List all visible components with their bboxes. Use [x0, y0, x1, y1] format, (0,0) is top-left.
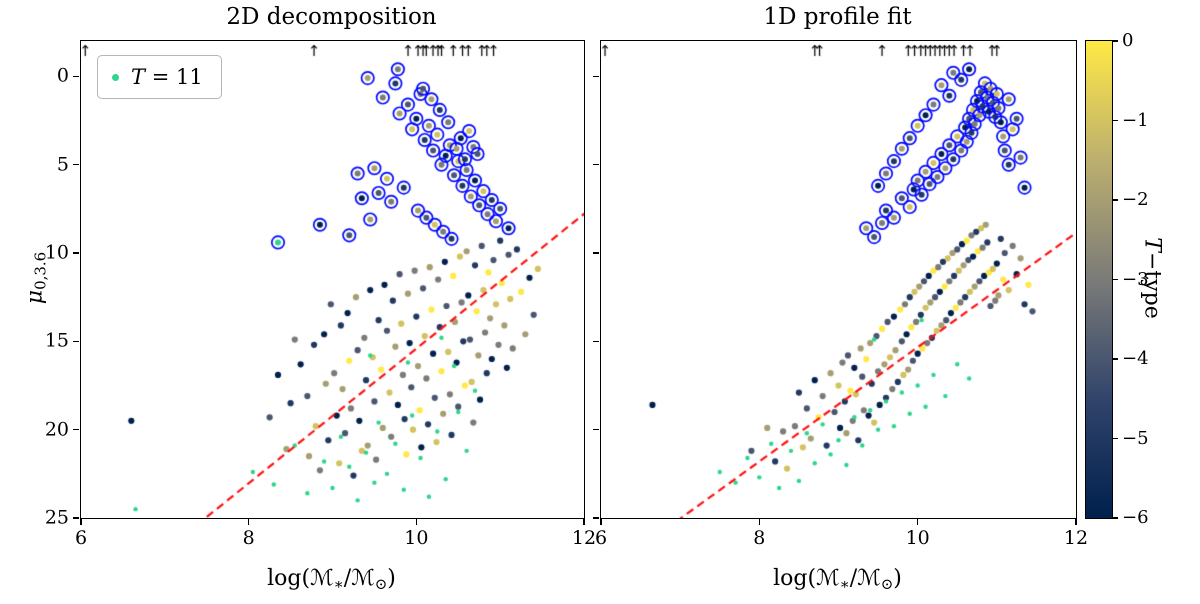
x-tick-mark — [247, 519, 250, 525]
x-tick-label: 6 — [594, 527, 608, 549]
panel-title-left: 2D decomposition — [226, 4, 437, 30]
panel-title-right: 1D profile fit — [763, 4, 912, 30]
y-tick-mark — [73, 75, 79, 78]
axes-left: T = 11 6 8 10 12 0 5 10 15 20 25 — [45, 40, 596, 548]
legend-marker-green — [112, 73, 119, 81]
y-tick-label: 5 — [56, 153, 69, 176]
colorbar-tick-mark — [1112, 278, 1118, 281]
colorbar: 0 −1 −2 −3 −4 −5 −6 — [1085, 32, 1149, 527]
y-tick-label: 10 — [44, 241, 69, 264]
x-tick-label: 12 — [1063, 527, 1089, 549]
x-tick-mark — [583, 519, 585, 525]
colorbar-tick-mark — [1112, 517, 1118, 519]
x-tick-mark — [758, 519, 761, 525]
y-tick-mark — [73, 428, 79, 431]
x-tick-mark — [415, 519, 418, 525]
x-tick-label: 10 — [905, 527, 930, 549]
x-tick-mark — [600, 519, 602, 525]
x-tick-label: 8 — [753, 527, 766, 549]
y-tick-mark — [593, 252, 599, 254]
x-axis-label-left: log(ℳ∗/ℳ⊙) — [267, 566, 396, 593]
colorbar-tick-mark — [1112, 358, 1118, 360]
x-tick-mark — [80, 519, 82, 525]
x-tick-label: 10 — [404, 527, 429, 549]
y-tick-mark — [73, 517, 79, 519]
colorbar-tick-label: −1 — [1122, 109, 1149, 131]
legend-label: T = 11 — [131, 65, 203, 89]
x-tick-label: 6 — [74, 527, 88, 549]
legend: T = 11 — [97, 55, 222, 99]
colorbar-tick-label: −4 — [1122, 348, 1149, 369]
y-tick-mark — [593, 163, 599, 166]
colorbar-tick-label: −5 — [1122, 427, 1149, 449]
x-axis-label-right: log(ℳ∗/ℳ⊙) — [773, 566, 902, 593]
colorbar-tick-mark — [1112, 437, 1118, 440]
colorbar-tick-label: −3 — [1122, 268, 1149, 290]
panel-canvas-right — [601, 41, 1076, 518]
colorbar-tick-label: −2 — [1122, 189, 1149, 210]
x-tick-label: 8 — [242, 527, 255, 549]
colorbar-tick-mark — [1112, 40, 1118, 42]
axes-right: 6 8 10 12 — [593, 40, 1088, 548]
y-tick-label: 0 — [56, 64, 69, 87]
colorbar-tick-label: −6 — [1122, 507, 1149, 528]
y-tick-mark — [593, 517, 599, 519]
y-tick-mark — [73, 252, 79, 254]
colorbar-tick-mark — [1112, 119, 1118, 122]
x-tick-label: 12 — [571, 527, 597, 549]
y-tick-label: 25 — [44, 506, 69, 529]
y-tick-mark — [73, 340, 79, 343]
y-tick-mark — [593, 75, 599, 78]
colorbar-tick-label: 0 — [1122, 30, 1134, 51]
panel-canvas-left — [81, 41, 584, 518]
y-tick-label: 20 — [44, 418, 69, 441]
y-tick-mark — [593, 428, 599, 431]
x-tick-mark — [916, 519, 919, 525]
y-axis-label: μ0,3.6 — [22, 251, 50, 305]
y-tick-label: 15 — [44, 329, 69, 352]
colorbar-label: T−type — [1139, 237, 1165, 319]
colorbar-tick-mark — [1112, 199, 1118, 201]
y-tick-mark — [73, 163, 79, 166]
y-tick-mark — [593, 340, 599, 343]
x-tick-mark — [1075, 519, 1077, 525]
